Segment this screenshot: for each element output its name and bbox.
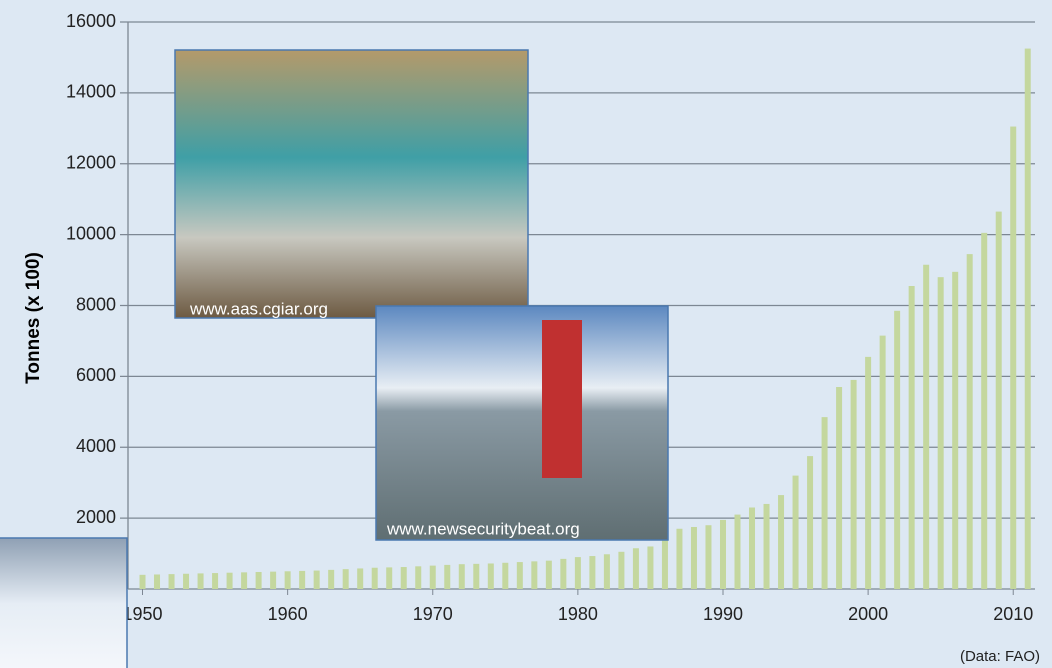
x-tick-label: 1980	[558, 604, 598, 624]
bar	[429, 565, 436, 589]
bar	[661, 539, 668, 589]
bar	[357, 568, 364, 589]
bar	[821, 417, 828, 589]
y-tick-label: 2000	[76, 507, 116, 527]
bar	[284, 571, 291, 589]
y-tick-label: 4000	[76, 436, 116, 456]
bar	[516, 562, 523, 589]
bar	[937, 277, 944, 589]
y-tick-label: 12000	[66, 153, 116, 173]
photo-figure	[542, 320, 582, 478]
bar	[255, 571, 262, 589]
bar	[415, 566, 422, 589]
bar	[574, 557, 581, 589]
bar	[705, 525, 712, 589]
x-tick-label: 1960	[268, 604, 308, 624]
bar	[894, 310, 901, 589]
bar	[183, 573, 190, 589]
x-tick-label: 1970	[413, 604, 453, 624]
y-tick-label: 8000	[76, 294, 116, 314]
bar	[966, 254, 973, 589]
bar	[154, 574, 161, 589]
bar	[241, 572, 248, 589]
bar	[807, 456, 814, 589]
bar	[618, 551, 625, 589]
bar	[923, 264, 930, 589]
x-tick-label: 1950	[122, 604, 162, 624]
photo-credit: www.aas.cgiar.org	[189, 299, 328, 318]
bar	[719, 519, 726, 589]
bar	[139, 574, 146, 589]
bar	[270, 571, 277, 589]
bar	[1024, 48, 1031, 589]
photo-woman	[375, 305, 669, 541]
y-tick-label: 16000	[66, 11, 116, 31]
bar	[473, 563, 480, 589]
bar	[981, 232, 988, 589]
bar	[778, 495, 785, 589]
photo-sky	[0, 537, 128, 668]
bar	[690, 526, 697, 589]
x-tick-label: 2000	[848, 604, 888, 624]
x-tick-label: 1990	[703, 604, 743, 624]
bar	[647, 546, 654, 589]
bar	[749, 507, 756, 589]
bar	[212, 573, 219, 589]
bar	[995, 211, 1002, 589]
photo-fishermen	[174, 49, 529, 319]
bar	[487, 563, 494, 589]
y-tick-label: 14000	[66, 82, 116, 102]
photo-credit: www.newsecuritybeat.org	[386, 519, 580, 538]
bar	[792, 475, 799, 589]
bar	[560, 558, 567, 589]
source-note: (Data: FAO)	[960, 648, 1040, 665]
bar	[589, 556, 596, 589]
bar	[458, 564, 465, 589]
bar	[1010, 126, 1017, 590]
bar	[879, 335, 886, 589]
bar	[763, 503, 770, 589]
photo: www.aas.cgiar.org	[174, 49, 529, 319]
bar	[865, 356, 872, 589]
bar	[168, 574, 175, 589]
y-tick-label: 6000	[76, 365, 116, 385]
y-tick-label: 10000	[66, 223, 116, 243]
bar	[328, 569, 335, 589]
bar	[444, 564, 451, 589]
bar	[502, 562, 509, 589]
bar	[197, 573, 204, 589]
bar	[603, 554, 610, 589]
bar	[632, 548, 639, 589]
bar	[908, 286, 915, 589]
bar	[400, 567, 407, 589]
x-tick-label: 2010	[993, 604, 1033, 624]
photo: www.newsecuritybeat.org	[375, 305, 669, 541]
bar	[342, 569, 349, 589]
bar	[386, 567, 393, 589]
bar	[226, 572, 233, 589]
bar	[299, 570, 306, 589]
bar	[313, 570, 320, 589]
bar	[676, 528, 683, 589]
bar	[836, 387, 843, 589]
y-axis-label: Tonnes (x 100)	[23, 252, 44, 384]
bar	[734, 514, 741, 589]
bar	[850, 379, 857, 589]
bar	[545, 560, 552, 589]
bar	[531, 561, 538, 589]
bar	[371, 567, 378, 589]
bar	[952, 271, 959, 589]
